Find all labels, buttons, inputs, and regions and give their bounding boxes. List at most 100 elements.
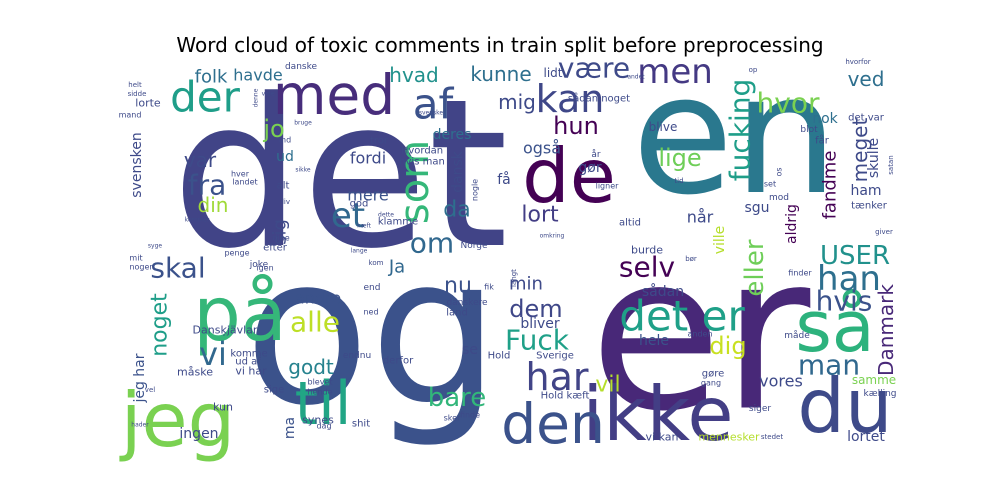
word-88: mennesker xyxy=(698,431,760,444)
word-131: god xyxy=(350,199,369,210)
word-44: Danmark xyxy=(874,284,898,376)
word-31: alle xyxy=(290,306,340,339)
word-37: lige xyxy=(658,144,701,172)
word-100: det var xyxy=(848,113,885,124)
word-26: være xyxy=(558,52,630,85)
word-38: eller xyxy=(740,239,770,296)
word-172: andet xyxy=(627,74,645,81)
word-132: ned xyxy=(363,308,378,317)
word-154: helt xyxy=(128,81,142,89)
word-143: joke xyxy=(249,260,269,270)
word-0: det xyxy=(172,56,509,294)
word-136: ligner xyxy=(596,182,620,191)
word-135: nogle xyxy=(471,179,480,201)
word-107: måske xyxy=(177,366,213,379)
word-17: men xyxy=(637,52,713,92)
word-74: lortet xyxy=(847,429,885,445)
word-48: jo xyxy=(262,115,284,143)
word-101: blot xyxy=(800,125,818,135)
word-69: fordi xyxy=(350,149,386,168)
word-157: år xyxy=(591,149,601,160)
word-161: kæft xyxy=(357,223,371,230)
word-96: tror xyxy=(370,136,389,147)
word-170: os xyxy=(775,167,784,176)
word-10: til xyxy=(295,369,352,439)
word-139: mand xyxy=(119,111,142,120)
word-155: sidde xyxy=(128,90,147,98)
word-18: som xyxy=(392,140,438,224)
word-47: kunne xyxy=(470,62,531,86)
word-151: finde xyxy=(460,411,480,420)
word-146: mit xyxy=(129,254,142,263)
word-108: synes xyxy=(302,414,334,427)
word-130: alt xyxy=(277,181,290,192)
word-77: deres xyxy=(433,127,472,143)
chart-title: Word cloud of toxic comments in train sp… xyxy=(176,33,824,57)
word-2: er xyxy=(590,208,811,459)
word-174: vel xyxy=(145,386,155,394)
word-115: kun xyxy=(213,401,233,414)
word-118: gøre xyxy=(702,369,725,380)
word-57: folk xyxy=(195,67,228,88)
word-34: dem xyxy=(509,295,562,323)
word-76: ud xyxy=(276,149,294,165)
word-30: vi xyxy=(199,335,227,373)
word-148: blevet xyxy=(307,378,332,387)
word-43: lort xyxy=(521,203,559,228)
word-56: mig xyxy=(498,90,536,114)
word-51: da xyxy=(443,198,470,223)
word-66: havde xyxy=(233,66,282,85)
word-134: fik xyxy=(484,283,494,292)
word-137: ind xyxy=(279,136,291,145)
word-42: vil xyxy=(595,373,620,398)
word-126: efter xyxy=(263,243,288,254)
word-36: fra xyxy=(188,169,227,202)
word-62: andre xyxy=(295,289,341,308)
word-138: kom xyxy=(369,259,384,267)
word-140: hver xyxy=(231,170,250,179)
word-123: land xyxy=(446,308,468,319)
word-72: sådan xyxy=(642,283,684,300)
word-21: om xyxy=(410,227,454,260)
word-83: ville xyxy=(712,226,728,255)
word-168: satan xyxy=(887,155,895,174)
word-46: hvad xyxy=(389,63,438,87)
word-4: jeg xyxy=(119,376,236,464)
word-103: tænker xyxy=(851,201,888,212)
word-78: dansk xyxy=(450,150,466,193)
word-141: landet xyxy=(232,178,257,187)
word-50: nu xyxy=(444,274,472,299)
word-181: syge xyxy=(148,243,162,250)
word-75: ham xyxy=(850,183,881,199)
word-158: anden xyxy=(687,330,712,339)
word-82: få xyxy=(497,171,511,188)
word-25: Fuck xyxy=(505,324,570,357)
word-41: dig xyxy=(709,332,746,360)
word-128: mod xyxy=(769,193,789,203)
word-22: fucking xyxy=(724,79,757,182)
word-95: vi har xyxy=(235,365,267,378)
word-40: noget xyxy=(148,293,173,357)
word-20: et xyxy=(331,196,365,236)
word-27: hvor xyxy=(757,87,820,120)
word-150: dag xyxy=(316,422,331,431)
word-85: hele xyxy=(639,333,669,349)
word-105: komme xyxy=(230,349,267,360)
word-86: ingen xyxy=(179,426,218,442)
word-171: denne xyxy=(253,88,260,107)
word-116: sige xyxy=(264,385,285,396)
word-32: man xyxy=(798,349,860,382)
word-163: dette xyxy=(378,212,394,219)
word-92: lorte xyxy=(135,97,161,110)
word-63: også xyxy=(523,139,561,158)
word-109: shit xyxy=(352,419,370,430)
word-104: Dansk̦jävlar xyxy=(193,324,258,337)
word-94: vi kan xyxy=(646,431,679,444)
word-59: sig xyxy=(270,219,291,245)
word-112: Hold kæft xyxy=(541,391,590,402)
word-5: ikke xyxy=(582,370,733,458)
word-29: selv xyxy=(619,251,675,284)
word-24: hvis xyxy=(816,285,873,318)
word-80: skulle xyxy=(866,138,882,178)
word-97: Hvordan xyxy=(401,146,443,157)
